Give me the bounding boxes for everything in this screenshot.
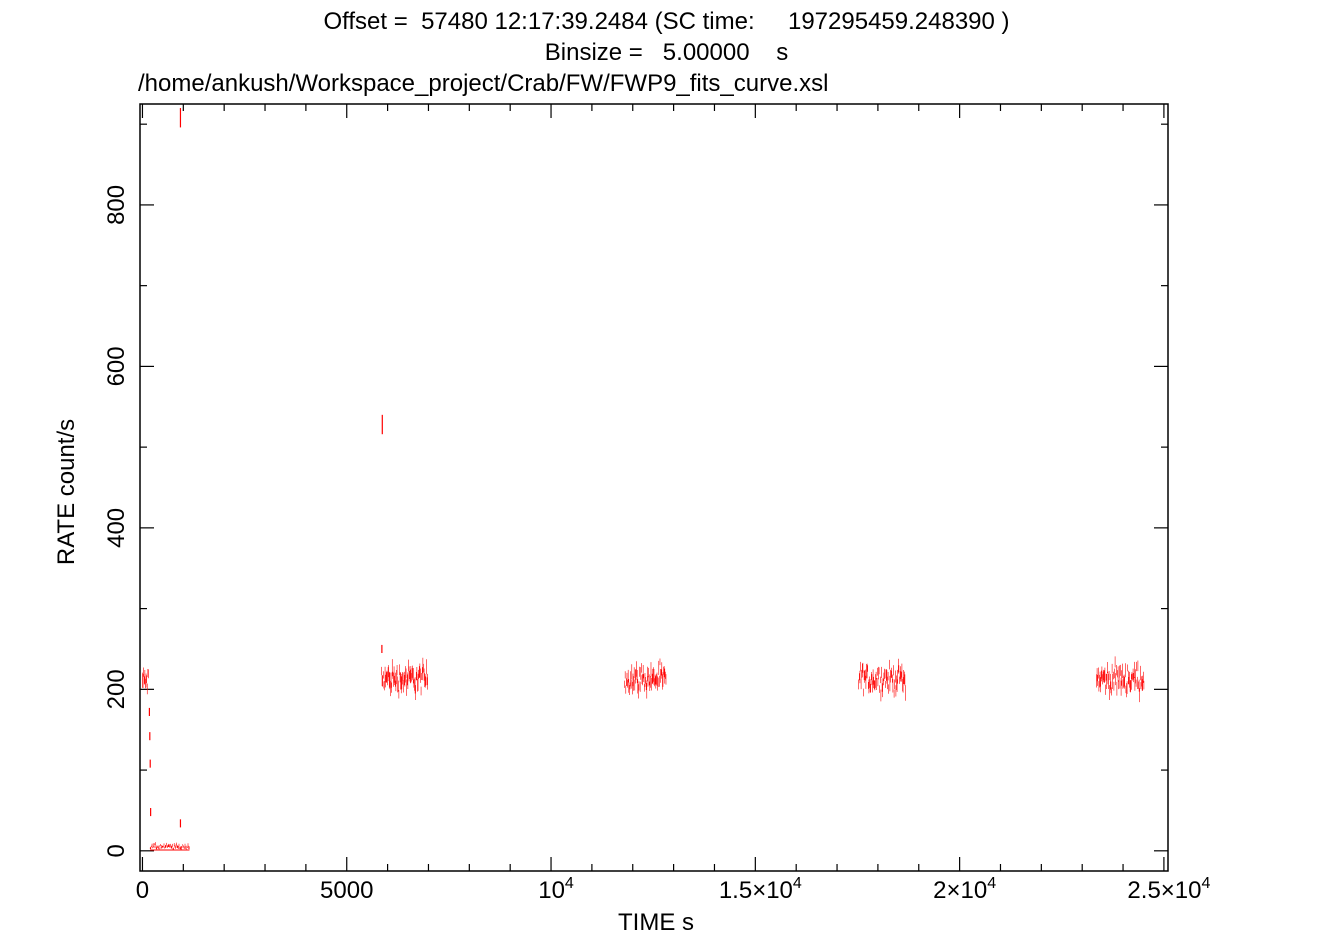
x-tick-label: 2.5×104 xyxy=(1127,875,1210,904)
y-tick-label: 400 xyxy=(103,508,130,548)
x-tick-label: 5000 xyxy=(320,877,373,904)
y-tick-label: 0 xyxy=(103,844,130,857)
file-path-label: /home/ankush/Workspace_project/Crab/FW/F… xyxy=(138,70,829,97)
y-tick-label: 800 xyxy=(103,185,130,225)
chart-title: Offset = 57480 12:17:39.2484 (SC time: 1… xyxy=(323,8,1010,35)
y-axis-title: RATE count/s xyxy=(53,419,80,565)
y-tick-label: 200 xyxy=(103,669,130,709)
x-axis-title: TIME s xyxy=(618,909,694,936)
x-tick-label: 2×104 xyxy=(933,875,996,904)
x-tick-label: 1.5×104 xyxy=(719,875,802,904)
axis-ticks xyxy=(140,104,1168,871)
chart-subtitle: Binsize = 5.00000 s xyxy=(544,39,789,66)
x-tick-label: 0 xyxy=(136,877,149,904)
y-tick-label: 600 xyxy=(103,346,130,386)
tick-labels: 0 5000 104 1.5×104 2×104 2.5×104 0 200 400 600 800 xyxy=(103,185,1211,904)
x-tick-label: 104 xyxy=(538,875,574,904)
data-marks xyxy=(142,108,1145,851)
plot-frame xyxy=(139,103,1169,872)
